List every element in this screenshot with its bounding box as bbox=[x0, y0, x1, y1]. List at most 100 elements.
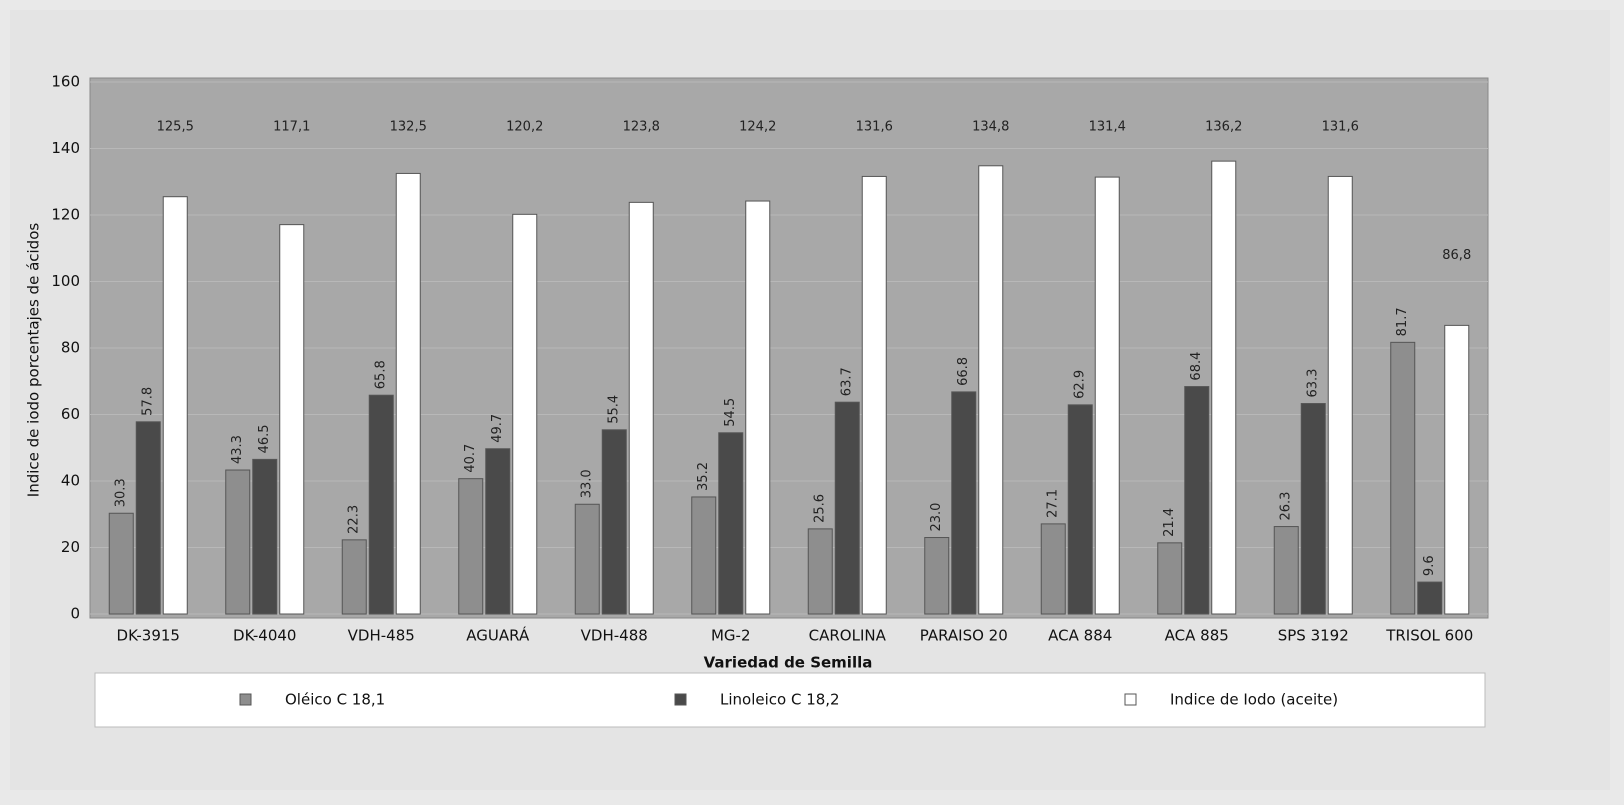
value-label: 131,6 bbox=[856, 120, 893, 135]
value-label: 63.3 bbox=[1306, 369, 1321, 398]
y-tick-label: 0 bbox=[70, 605, 80, 623]
value-label: 49.7 bbox=[490, 414, 505, 443]
bar bbox=[458, 478, 484, 615]
x-tick-label: CAROLINA bbox=[809, 627, 887, 645]
y-tick-label: 120 bbox=[51, 206, 80, 224]
value-label: 65.8 bbox=[374, 360, 389, 389]
bar bbox=[1327, 175, 1353, 615]
y-tick-label: 160 bbox=[51, 73, 80, 91]
bar bbox=[485, 448, 511, 615]
x-tick-label: TRISOL 600 bbox=[1385, 627, 1473, 645]
x-tick-label: DK-4040 bbox=[233, 627, 296, 645]
legend-label: Indice de Iodo (aceite) bbox=[1170, 691, 1338, 709]
x-tick-label: VDH-488 bbox=[581, 627, 648, 645]
bar bbox=[162, 196, 188, 615]
y-tick-label: 40 bbox=[61, 472, 80, 490]
value-label: 40.7 bbox=[463, 444, 478, 473]
bar bbox=[574, 503, 600, 615]
legend-swatch bbox=[674, 693, 687, 706]
x-tick-label: MG-2 bbox=[711, 627, 751, 645]
bar bbox=[691, 496, 717, 615]
bar bbox=[1390, 341, 1416, 615]
x-tick-label: ACA 884 bbox=[1048, 627, 1112, 645]
x-tick-label: PARAISO 20 bbox=[920, 627, 1008, 645]
bar bbox=[834, 401, 860, 615]
legend-label: Linoleico C 18,2 bbox=[720, 691, 840, 709]
value-label: 33.0 bbox=[580, 469, 595, 498]
legend-swatch bbox=[239, 693, 252, 706]
value-label: 35.2 bbox=[696, 462, 711, 491]
bar bbox=[861, 175, 887, 615]
bar bbox=[108, 512, 134, 615]
value-label: 81.7 bbox=[1395, 307, 1410, 336]
value-label: 54.5 bbox=[723, 398, 738, 427]
x-tick-label: DK-3915 bbox=[117, 627, 180, 645]
bar bbox=[628, 201, 654, 615]
bar bbox=[368, 394, 394, 615]
value-label: 23.0 bbox=[929, 503, 944, 532]
x-tick-label: VDH-485 bbox=[348, 627, 415, 645]
y-tick-label: 20 bbox=[61, 538, 80, 556]
value-label: 27.1 bbox=[1046, 489, 1061, 518]
bar bbox=[745, 200, 771, 615]
y-axis-title: Indice de iodo porcentajes de ácidos bbox=[25, 223, 43, 498]
bar bbox=[512, 213, 538, 615]
value-label: 134,8 bbox=[972, 120, 1009, 135]
x-tick-label: AGUARÁ bbox=[466, 626, 530, 645]
value-label: 43.3 bbox=[230, 435, 245, 464]
value-label: 21.4 bbox=[1162, 508, 1177, 537]
bar bbox=[1273, 526, 1299, 615]
bar bbox=[1094, 176, 1120, 615]
value-label: 123,8 bbox=[623, 120, 660, 135]
bar bbox=[978, 165, 1004, 615]
bar bbox=[1184, 386, 1210, 615]
value-label: 68.4 bbox=[1189, 352, 1204, 381]
value-label: 46.5 bbox=[257, 424, 272, 453]
bar bbox=[718, 432, 744, 615]
bar bbox=[252, 458, 278, 615]
bar bbox=[1300, 403, 1326, 615]
bar bbox=[951, 391, 977, 615]
value-label: 125,5 bbox=[157, 120, 194, 135]
legend-label: Oléico C 18,1 bbox=[285, 691, 385, 709]
value-label: 25.6 bbox=[813, 494, 828, 523]
value-label: 55.4 bbox=[607, 395, 622, 424]
bar bbox=[341, 539, 367, 615]
value-label: 30.3 bbox=[114, 478, 129, 507]
value-label: 132,5 bbox=[390, 120, 427, 135]
bar bbox=[1444, 324, 1470, 615]
bar bbox=[807, 528, 833, 615]
bar bbox=[225, 469, 251, 615]
bar bbox=[1067, 404, 1093, 615]
value-label: 62.9 bbox=[1073, 370, 1088, 399]
x-axis-title: Variedad de Semilla bbox=[704, 654, 873, 672]
bar bbox=[1417, 581, 1443, 615]
value-label: 117,1 bbox=[273, 120, 310, 135]
value-label: 57.8 bbox=[141, 387, 156, 416]
x-tick-label: ACA 885 bbox=[1165, 627, 1229, 645]
bar bbox=[924, 537, 950, 615]
value-label: 86,8 bbox=[1442, 248, 1471, 263]
bar bbox=[1040, 523, 1066, 615]
bar bbox=[601, 429, 627, 615]
bar bbox=[1157, 542, 1183, 615]
value-label: 131,4 bbox=[1089, 120, 1126, 135]
bar bbox=[1211, 160, 1237, 615]
value-label: 9.6 bbox=[1422, 555, 1437, 576]
bar bbox=[395, 172, 421, 615]
value-label: 131,6 bbox=[1322, 120, 1359, 135]
y-tick-label: 80 bbox=[61, 339, 80, 357]
y-tick-label: 100 bbox=[51, 272, 80, 290]
value-label: 22.3 bbox=[347, 505, 362, 534]
value-label: 136,2 bbox=[1205, 120, 1242, 135]
value-label: 63.7 bbox=[840, 367, 855, 396]
bar bbox=[279, 224, 305, 615]
value-label: 26.3 bbox=[1279, 492, 1294, 521]
bar bbox=[135, 421, 161, 615]
value-label: 124,2 bbox=[739, 120, 776, 135]
y-tick-label: 60 bbox=[61, 405, 80, 423]
value-label: 120,2 bbox=[506, 120, 543, 135]
x-tick-label: SPS 3192 bbox=[1278, 627, 1349, 645]
